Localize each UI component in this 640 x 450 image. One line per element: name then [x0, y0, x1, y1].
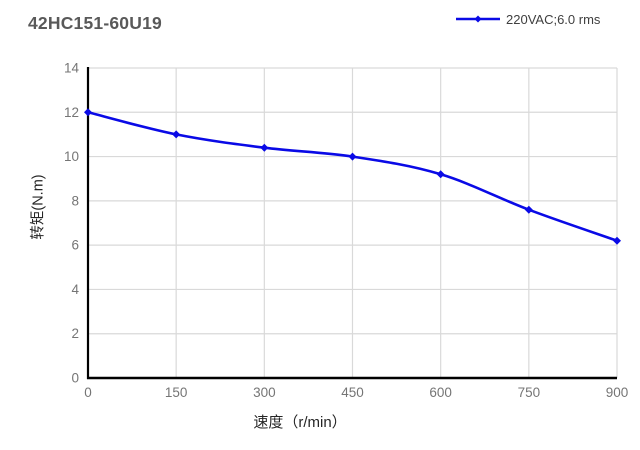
- legend-line-icon: [456, 15, 500, 23]
- data-point-marker-900: [613, 236, 621, 245]
- y-tick-label-0: 0: [71, 371, 79, 386]
- legend: 220VAC;6.0 rms: [455, 10, 600, 28]
- x-tick-label-150: 150: [165, 385, 188, 400]
- data-point-marker-450: [348, 152, 357, 161]
- y-tick-label-14: 14: [64, 61, 80, 76]
- legend-diamond-marker: [474, 15, 482, 23]
- x-tick-label-0: 0: [84, 385, 92, 400]
- y-tick-label-12: 12: [64, 105, 79, 120]
- x-tick-label-750: 750: [518, 385, 541, 400]
- data-point-marker-300: [260, 143, 269, 152]
- y-tick-label-10: 10: [64, 149, 79, 164]
- y-tick-label-8: 8: [71, 193, 79, 208]
- data-point-marker-150: [172, 130, 181, 139]
- legend-label: 220VAC;6.0 rms: [506, 11, 601, 27]
- x-tick-label-450: 450: [341, 385, 364, 400]
- y-tick-label-6: 6: [71, 238, 79, 253]
- y-tick-label-2: 2: [71, 326, 79, 341]
- x-tick-label-300: 300: [253, 385, 276, 400]
- y-axis-title: 转矩(N.m): [30, 174, 47, 240]
- x-axis-title: 速度（r/min）: [253, 414, 347, 431]
- x-tick-label-600: 600: [429, 385, 452, 400]
- data-point-marker-600: [436, 170, 445, 179]
- y-tick-label-4: 4: [71, 282, 79, 297]
- data-point-marker-0: [84, 108, 92, 117]
- x-tick-label-900: 900: [606, 385, 629, 400]
- data-point-marker-750: [524, 205, 533, 214]
- chart-title: 42HC151-60U19: [28, 13, 162, 33]
